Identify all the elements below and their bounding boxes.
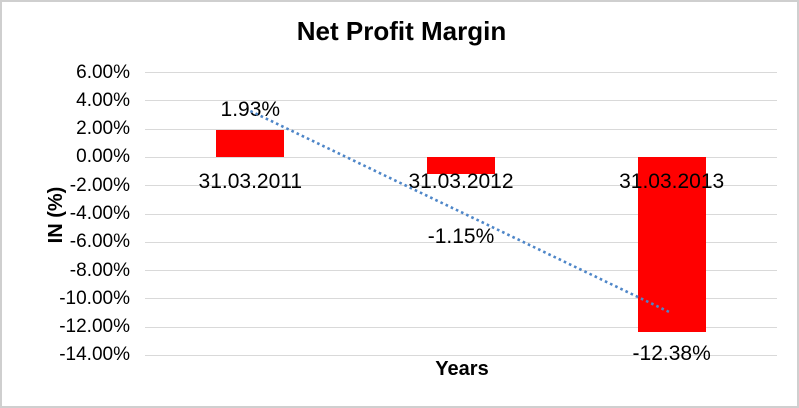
data-label: 1.93% <box>220 98 281 122</box>
y-tick-label: 6.00% <box>76 61 130 83</box>
category-label: 31.03.2011 <box>198 170 303 193</box>
y-tick-label: -14.00% <box>59 344 130 366</box>
y-tick-label: -8.00% <box>69 259 130 281</box>
y-tick-label: -6.00% <box>69 231 130 253</box>
x-axis-title: Years <box>435 358 489 380</box>
y-tick-label: 0.00% <box>76 146 130 168</box>
gridline <box>145 354 777 356</box>
category-label: 31.03.2013 <box>619 170 725 193</box>
y-tick-label: 4.00% <box>76 89 130 111</box>
gridline <box>145 72 777 74</box>
trendline-dotted-segment <box>249 109 673 315</box>
chart-title: Net Profit Margin <box>296 16 507 46</box>
gridline <box>145 326 777 328</box>
y-tick-label: -12.00% <box>59 316 130 338</box>
bar-31.03.2011 <box>216 130 285 158</box>
category-label: 31.03.2012 <box>408 170 514 193</box>
y-tick-label: -10.00% <box>59 287 130 309</box>
y-tick-label: 2.00% <box>76 118 130 140</box>
data-label: -12.38% <box>632 342 711 366</box>
y-tick-label: -2.00% <box>69 174 130 196</box>
gridline <box>145 100 777 102</box>
data-label: -1.15% <box>427 224 495 248</box>
y-tick-label: -4.00% <box>69 203 130 224</box>
